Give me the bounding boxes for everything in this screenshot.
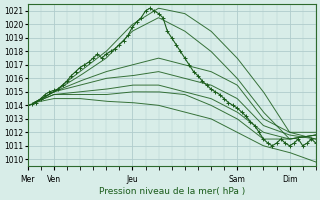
X-axis label: Pression niveau de la mer( hPa ): Pression niveau de la mer( hPa ) <box>99 187 245 196</box>
